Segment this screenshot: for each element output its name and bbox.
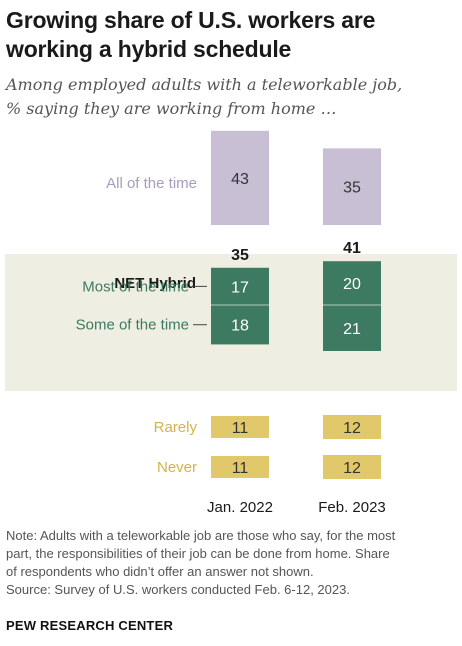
chart-note: Note: Adults with a teleworkable job are…	[6, 527, 456, 599]
label-most-of-the-time-0: 17	[231, 279, 249, 296]
category-label-1: Feb. 2023	[318, 499, 386, 516]
label-net-hybrid-0: 35	[231, 247, 249, 264]
series-label-most-of-the-time: Most of the time	[82, 278, 189, 295]
label-some-of-the-time-1: 21	[343, 321, 361, 338]
chart-title: Growing share of U.S. workers are workin…	[6, 7, 376, 62]
category-label-0: Jan. 2022	[207, 499, 273, 516]
series-label-some-of-the-time: Some of the time	[76, 317, 189, 334]
bar-never-0	[211, 456, 269, 478]
series-label-never: Never	[157, 459, 197, 476]
bar-some-of-the-time-1	[323, 305, 381, 351]
label-rarely-1: 12	[343, 420, 361, 437]
note-line-1: Note: Adults with a teleworkable job are…	[6, 528, 396, 543]
label-never-0: 11	[232, 460, 249, 477]
bar-some-of-the-time-0	[211, 305, 269, 345]
hybrid-schedule-chart: 43 35 All of the time 17 18 35 20 21 41 NET Hybri…	[5, 130, 457, 516]
series-label-all-of-the-time: All of the time	[106, 175, 197, 192]
bar-rarely-0	[211, 416, 269, 438]
subtitle-line-2: % saying they are working from home …	[6, 99, 337, 118]
source-line: Source: Survey of U.S. workers conducted…	[6, 582, 350, 597]
series-label-rarely: Rarely	[154, 419, 198, 436]
note-line-2: part, the responsibilities of their job …	[6, 546, 390, 561]
net-hybrid-label: NET Hybrid	[114, 275, 196, 292]
subtitle-line-1: Among employed adults with a teleworkabl…	[6, 75, 403, 94]
bar-all-of-the-time-0	[211, 130, 269, 225]
label-most-of-the-time-1: 20	[343, 276, 361, 293]
label-all-of-the-time-1: 35	[343, 180, 361, 197]
bar-rarely-1	[323, 415, 381, 439]
bar-most-of-the-time-1	[323, 261, 381, 305]
pew-research-logo: PEW RESEARCH CENTER	[6, 618, 174, 633]
bar-most-of-the-time-0	[211, 267, 269, 305]
label-never-1: 12	[343, 460, 361, 477]
bar-all-of-the-time-1	[323, 148, 381, 225]
label-all-of-the-time-0: 43	[231, 171, 249, 188]
chart-subtitle: Among employed adults with a teleworkabl…	[6, 73, 446, 121]
label-rarely-0: 11	[232, 420, 249, 437]
bar-never-1	[323, 455, 381, 479]
label-net-hybrid-1: 41	[343, 240, 361, 257]
note-line-3: of respondents who didn’t offer an answe…	[6, 564, 314, 579]
label-some-of-the-time-0: 18	[231, 318, 249, 335]
